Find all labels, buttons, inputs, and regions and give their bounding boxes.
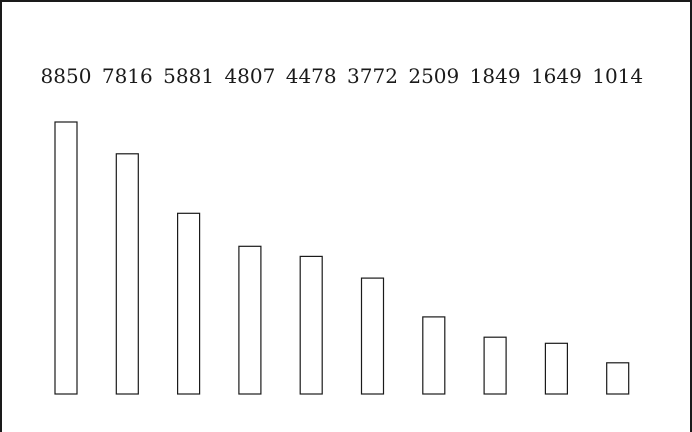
bar-2	[115, 153, 139, 395]
bars	[54, 121, 630, 395]
value-label-5: 4478	[286, 64, 337, 88]
bar-4	[238, 245, 262, 395]
value-label-8: 1849	[470, 64, 521, 88]
value-label-2: 7816	[102, 64, 153, 88]
bar-6	[360, 277, 385, 395]
value-label-3: 5881	[163, 64, 214, 88]
value-label-7: 2509	[408, 64, 459, 88]
value-label-4: 4807	[224, 64, 275, 88]
value-label-6: 3772	[347, 64, 398, 88]
value-label-9: 1649	[531, 64, 582, 88]
value-label-1: 8850	[41, 64, 92, 88]
bar-8	[483, 336, 507, 395]
value-labels: 8850 7816 5881 4807 4478 3772 2509 1849 1649 1014	[41, 64, 644, 88]
value-label-10: 1014	[592, 64, 643, 88]
bar-7	[422, 316, 446, 395]
bar-9	[544, 342, 569, 395]
bar-5	[299, 255, 323, 395]
bar-10	[606, 362, 630, 395]
bar-1	[54, 121, 78, 395]
bar-3	[177, 212, 201, 395]
